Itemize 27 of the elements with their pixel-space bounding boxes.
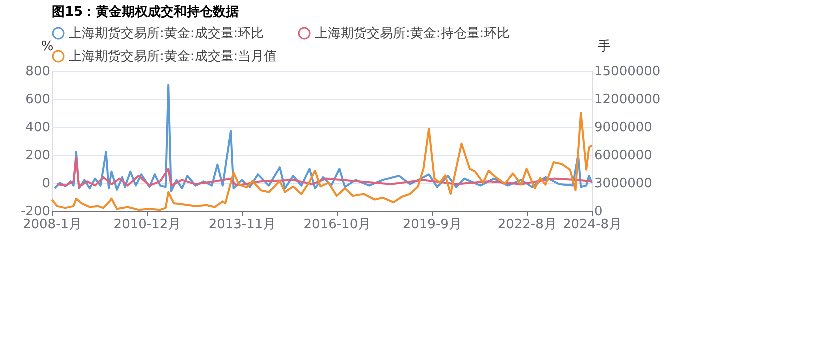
line-series	[54, 84, 593, 192]
x-tick-label: 2010-12月	[114, 218, 182, 232]
y2-tick-label: 6000000	[594, 148, 652, 164]
x-tick-label: 2013-11月	[208, 218, 276, 232]
legend-label: 上海期货交易所:黄金:成交量:当月值	[69, 48, 278, 64]
x-tick-label: 2016-10月	[304, 218, 372, 232]
y2-tick-label: 3000000	[594, 176, 652, 192]
y-tick-label: 400	[26, 120, 50, 136]
y-axis-title: %	[41, 40, 54, 54]
chart-title: 图15：黄金期权成交和持仓数据	[52, 4, 240, 20]
y-tick-label: 600	[26, 92, 50, 108]
y2-tick-label: 0	[594, 204, 603, 220]
x-tick-label: 2019-9月	[402, 218, 462, 232]
y-tick-label: -200	[20, 204, 50, 220]
y2-tick-label: 12000000	[594, 92, 661, 108]
x-tick-label: 2022-8月	[498, 218, 557, 232]
x-tick-label: 2008-1月	[22, 218, 82, 232]
y2-tick-label: 15000000	[594, 64, 661, 80]
y-tick-label: 800	[26, 64, 50, 80]
x-tick-label: 2024-8月	[562, 218, 622, 232]
y-tick-label: 0	[42, 176, 50, 192]
y2-tick-label: 9000000	[594, 120, 652, 136]
y-tick-label: 200	[26, 148, 50, 164]
y2-axis-title: 手	[598, 40, 611, 54]
legend-label: 上海期货交易所:黄金:持仓量:环比	[315, 26, 510, 42]
line-series	[56, 156, 593, 188]
legend-label: 上海期货交易所:黄金:成交量:环比	[69, 26, 264, 42]
